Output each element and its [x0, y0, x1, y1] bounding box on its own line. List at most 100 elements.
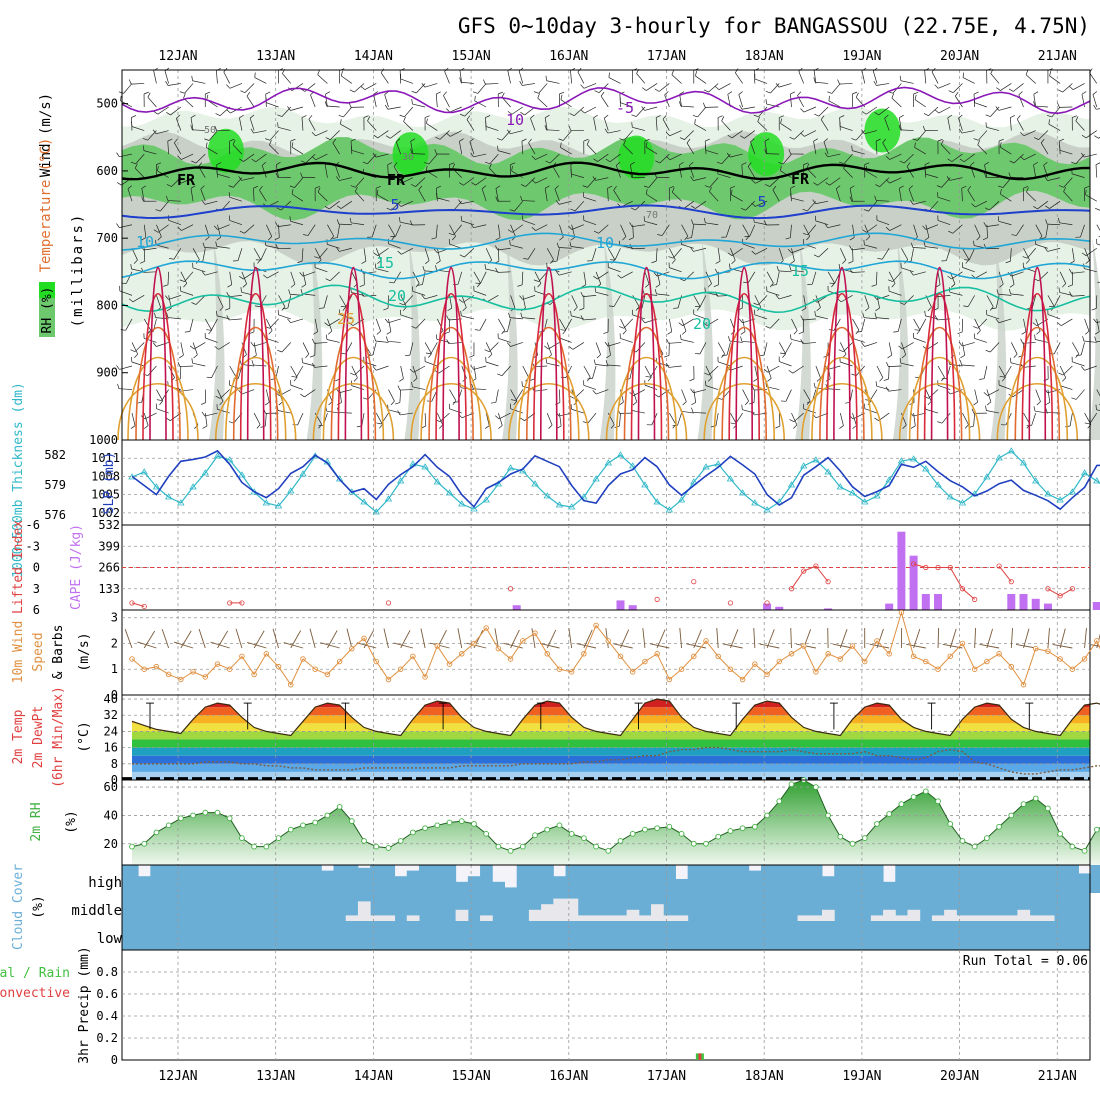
wind-barb — [766, 271, 774, 284]
wind-barb-flag — [204, 138, 210, 141]
cape-bar — [909, 555, 918, 610]
wind-barb-flag — [311, 132, 316, 137]
rh2m-point — [251, 843, 257, 850]
wind-barb — [125, 271, 133, 284]
wind-barb-flag — [874, 312, 877, 318]
wind-barb-flag — [790, 192, 792, 198]
wind-barb — [961, 130, 975, 134]
wind-barb — [925, 224, 939, 230]
wind-barb — [469, 141, 475, 155]
wind-barb-flag — [191, 160, 197, 164]
wind-barb-flag — [999, 375, 1005, 378]
wind-barb-flag — [376, 330, 381, 335]
wind-barb — [947, 117, 951, 131]
rh2m-point — [1057, 830, 1064, 837]
wind-barb-flag — [569, 395, 575, 399]
wind-barb-flag — [177, 361, 181, 367]
wind-barb-flag — [1008, 288, 1011, 294]
wind-barb-flag — [166, 312, 169, 318]
rh-plume — [990, 238, 1007, 440]
wind10m-barb — [974, 628, 977, 649]
day-label-top: 20JAN — [940, 49, 979, 64]
wind-barb-flag — [871, 284, 877, 287]
wind-barb-flag — [289, 216, 291, 222]
wind-barb-flag — [163, 284, 169, 287]
wind-barb-flag — [390, 400, 395, 406]
wind-barb-flag — [852, 425, 857, 429]
wind-barb — [600, 95, 609, 108]
wind-barb — [339, 389, 342, 403]
wind-barb-flag — [882, 138, 887, 144]
wind-barb — [141, 188, 145, 202]
thickness-point — [641, 481, 649, 488]
isotherm-diurnal-loop — [735, 266, 753, 441]
isotherm-10 — [121, 232, 1091, 251]
wind-barb — [889, 153, 902, 160]
wind-barb — [693, 177, 707, 181]
wind-barb-flag — [399, 378, 404, 382]
wind-barb — [314, 342, 328, 344]
rh-plume — [306, 238, 323, 440]
wind-barb — [937, 365, 945, 378]
wind-barb-flag — [776, 265, 779, 271]
wind-barb-flag — [460, 310, 462, 316]
wind-barb-flag — [1025, 69, 1029, 75]
wind-barb-flag — [469, 138, 474, 143]
wind-barb-flag — [240, 287, 242, 293]
wind-barb — [913, 337, 926, 343]
wind-barb-flag — [657, 234, 663, 236]
wind-barb-flag — [431, 237, 437, 240]
wind-barb-flag — [277, 114, 283, 117]
rh2m-point — [373, 843, 380, 850]
wind-barb-flag — [498, 91, 503, 95]
thickness-point — [787, 481, 796, 488]
wind-barb-flag — [495, 237, 501, 241]
wind-barb — [210, 318, 218, 331]
wind-barb-flag — [801, 307, 807, 312]
wind-barb — [497, 150, 511, 155]
wind10m-barb — [576, 643, 597, 649]
wind-barb — [1023, 153, 1036, 161]
wind-barb — [961, 188, 963, 202]
wind-barb — [705, 385, 719, 390]
wind-barb — [253, 364, 267, 367]
wind-barb-flag — [508, 312, 511, 318]
cape-bar — [1043, 603, 1052, 610]
wind-barb — [709, 177, 719, 188]
wind10m-barb — [161, 628, 170, 649]
tick-label: 0.6 — [96, 987, 118, 1001]
wind-barb — [595, 177, 609, 181]
wind-barb — [1092, 94, 1098, 108]
wind-barb-flag — [484, 264, 487, 270]
wind10m-barb — [649, 643, 670, 649]
wind10m-barb — [272, 628, 279, 649]
wind-barb-flag — [336, 247, 340, 252]
wind-barb-flag — [623, 140, 626, 146]
cloud-high-bar — [272, 865, 286, 893]
wind-barb-flag — [367, 116, 371, 122]
wind-barb-flag — [763, 368, 769, 373]
isotherm-15 — [121, 260, 1091, 280]
wind-barb-flag — [256, 424, 261, 429]
wind-barb-flag — [1009, 160, 1015, 164]
wind-barb-flag — [1049, 306, 1055, 308]
tick-label: 900 — [96, 366, 118, 380]
wind-barb — [843, 167, 853, 178]
wind-barb — [282, 73, 292, 84]
wind-barb-flag — [730, 189, 733, 195]
rh2m-point — [324, 812, 331, 819]
wind-barb-flag — [703, 89, 709, 93]
wind-barb — [254, 77, 267, 84]
wind-barb — [156, 224, 162, 237]
wind-barb-flag — [324, 205, 330, 210]
wind-barb-flag — [813, 77, 816, 83]
wind-barb — [928, 106, 939, 116]
wind-barb — [897, 318, 902, 332]
wind-barb — [457, 271, 463, 285]
wind10m-barb — [1052, 643, 1073, 649]
wind-barb-flag — [679, 101, 682, 107]
wind-barb — [925, 224, 930, 238]
wind-barb-flag — [348, 322, 354, 326]
wind-barb — [308, 119, 316, 131]
wind-barb — [913, 413, 916, 427]
